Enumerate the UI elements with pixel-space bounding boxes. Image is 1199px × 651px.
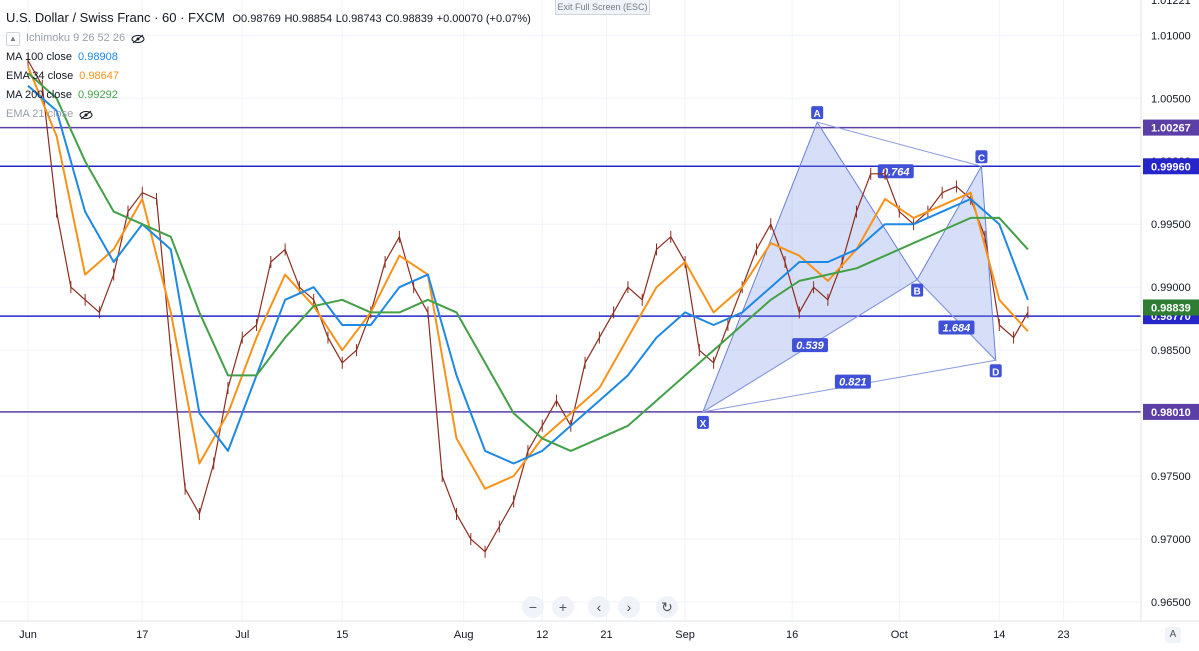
x-tick-label: 23 <box>1057 629 1069 641</box>
zoom-controls: − + <box>522 596 574 618</box>
ratio-label: 0.764 <box>882 166 910 178</box>
eye-hidden-icon[interactable] <box>79 110 93 120</box>
exit-fullscreen-button[interactable]: Exit Full Screen (ESC) <box>555 0 650 15</box>
indicator-value: 0.98908 <box>78 51 118 63</box>
point-label-bg <box>696 415 709 429</box>
y-tick-label: 0.97500 <box>1151 471 1191 483</box>
ratio-label-bg <box>877 164 914 179</box>
auto-scale-button[interactable]: A <box>1165 627 1181 643</box>
y-tick-label: 1.01221 <box>1151 0 1191 7</box>
indicator-row-ema34[interactable]: EMA 34 close 0.98647 <box>6 67 531 86</box>
indicator-row-ichimoku[interactable]: ▲ Ichimoku 9 26 52 26 <box>6 29 531 48</box>
y-tick-label: 0.97000 <box>1151 534 1191 546</box>
x-tick-label: 17 <box>136 629 148 641</box>
indicator-label: MA 100 close <box>6 51 73 63</box>
indicator-value: 0.98647 <box>79 70 120 82</box>
scroll-controls: ‹ › <box>588 596 640 618</box>
ratio-label-bg <box>938 320 975 335</box>
price-level-label: 1.00267 <box>1151 123 1191 135</box>
series-line-2 <box>27 84 1029 465</box>
x-tick-label: 12 <box>536 629 548 641</box>
y-tick-label: 0.98500 <box>1151 345 1191 357</box>
y-tick-label: 1.01000 <box>1151 30 1191 42</box>
scroll-left-button[interactable]: ‹ <box>588 596 610 618</box>
symbol-row: U.S. Dollar / Swiss Franc · 60 · FXCM O0… <box>6 8 531 29</box>
eye-hidden-icon[interactable] <box>131 34 145 44</box>
point-label-A: A <box>814 109 821 120</box>
price-level-badge <box>1143 119 1199 136</box>
x-tick-label: 14 <box>993 629 1005 641</box>
indicator-value: 0.99292 <box>78 89 118 101</box>
indicator-row-ma100[interactable]: MA 100 close 0.98908 <box>6 48 531 67</box>
ohlc-close: C0.98839 <box>385 13 434 25</box>
ratio-label: 0.821 <box>839 377 867 389</box>
y-tick-label: 0.96500 <box>1151 597 1191 609</box>
y-tick-label: 0.99500 <box>1151 219 1191 231</box>
indicator-row-ema21[interactable]: EMA 21 close <box>6 105 531 124</box>
indicator-row-ma200[interactable]: MA 200 close 0.99292 <box>6 86 531 105</box>
ratio-label: 0.539 <box>796 340 824 352</box>
zoom-in-button[interactable]: + <box>552 596 574 618</box>
current-price-label: 0.98839 <box>1151 302 1191 314</box>
price-level-label: 0.99960 <box>1151 161 1191 173</box>
pattern-line-ac <box>817 121 982 167</box>
ratio-label-bg <box>792 338 829 353</box>
x-tick-label: 15 <box>336 629 348 641</box>
ratio-label: 1.684 <box>943 323 971 335</box>
price-level-badge <box>1143 158 1199 175</box>
x-tick-label: Sep <box>675 629 695 641</box>
indicator-label: Ichimoku 9 26 52 26 <box>26 32 126 44</box>
indicator-label: MA 200 close <box>6 89 73 101</box>
ratio-label-bg <box>834 374 871 389</box>
point-label-X: X <box>700 419 707 430</box>
series-line-0 <box>27 60 1029 553</box>
reset-controls: ↻ <box>656 596 678 618</box>
point-label-B: B <box>914 287 921 298</box>
ohlc-high: H0.98854 <box>284 13 333 25</box>
x-tick-label: Oct <box>891 629 908 641</box>
ohlc-low: L0.98743 <box>335 13 382 25</box>
point-label-bg <box>975 150 988 164</box>
x-tick-label: Jul <box>235 629 249 641</box>
ohlc-open: O0.98769 <box>232 13 281 25</box>
chart-legend: U.S. Dollar / Swiss Franc · 60 · FXCM O0… <box>6 8 531 124</box>
zoom-out-button[interactable]: − <box>522 596 544 618</box>
point-label-C: C <box>978 153 985 164</box>
x-tick-label: Jun <box>19 629 37 641</box>
x-tick-label: 16 <box>786 629 798 641</box>
scroll-right-button[interactable]: › <box>618 596 640 618</box>
point-label-D: D <box>992 367 999 378</box>
series-line-3 <box>27 72 1029 452</box>
indicator-label: EMA 34 close <box>6 70 74 82</box>
current-price-badge <box>1143 299 1199 316</box>
symbol-title: U.S. Dollar / Swiss Franc · 60 · FXCM <box>6 10 225 25</box>
point-label-bg <box>989 364 1002 378</box>
x-tick-label: 21 <box>600 629 612 641</box>
point-label-bg <box>911 283 924 297</box>
ohlc-change: +0.00070 (+0.07%) <box>436 13 531 25</box>
y-tick-label: 1.00500 <box>1151 93 1191 105</box>
point-label-bg <box>811 106 824 120</box>
price-level-label: 0.98010 <box>1151 407 1191 419</box>
x-tick-label: Aug <box>454 629 474 641</box>
indicator-label: EMA 21 close <box>6 108 74 120</box>
price-level-badge <box>1143 403 1199 420</box>
pattern-line-bd <box>916 279 997 361</box>
y-tick-label: 0.99000 <box>1151 282 1191 294</box>
reset-chart-button[interactable]: ↻ <box>656 596 678 618</box>
collapse-icon[interactable]: ▲ <box>6 31 20 46</box>
